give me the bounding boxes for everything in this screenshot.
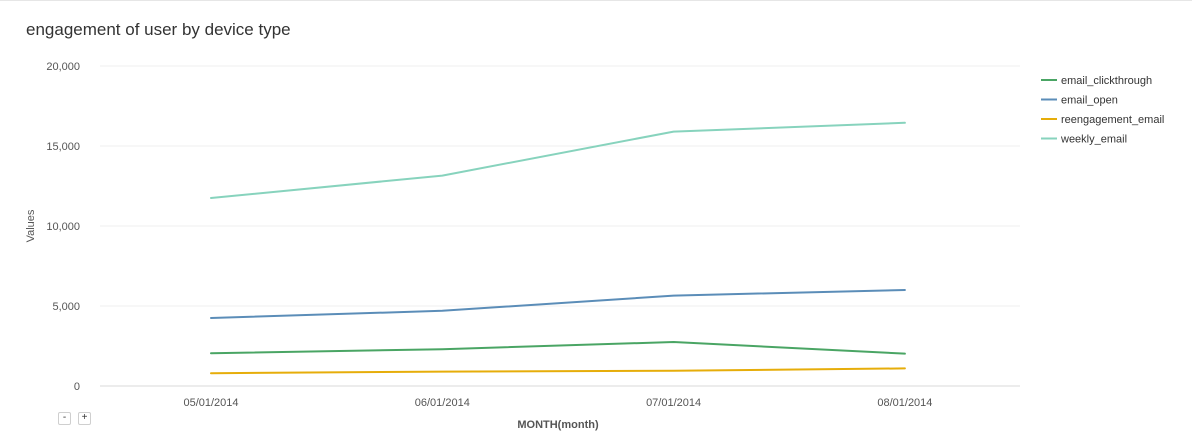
zoom-in-button[interactable]: + [78,412,91,425]
x-tick-label: 06/01/2014 [415,397,470,409]
zoom-out-button[interactable]: - [58,412,71,425]
legend-label: email_open [1061,95,1118,107]
series-lines [210,121,906,375]
gridlines [100,65,1020,387]
series-line-weekly_email [210,121,906,199]
y-tick-labels: 0 5,000 10,000 15,000 20,000 [46,61,80,393]
y-tick-label: 10,000 [46,221,80,233]
y-tick-label: 20,000 [46,61,80,73]
y-tick-label: 0 [74,381,80,393]
legend-label: email_clickthrough [1061,75,1152,87]
y-tick-label: 5,000 [52,301,80,313]
y-tick-label: 15,000 [46,141,80,153]
y-axis-title: Values [25,209,37,242]
series-line-reengagement_email [210,367,906,375]
legend-label: weekly_email [1060,134,1127,146]
legend: email_clickthrough email_open reengagement… [1041,75,1164,146]
x-tick-label: 07/01/2014 [646,397,701,409]
legend-item-email_open[interactable]: email_open [1041,95,1118,107]
x-tick-label: 05/01/2014 [183,397,238,409]
series-line-email_open [210,289,906,319]
legend-item-reengagement_email[interactable]: reengagement_email [1041,114,1164,126]
legend-label: reengagement_email [1061,114,1164,126]
legend-item-email_clickthrough[interactable]: email_clickthrough [1041,75,1152,87]
x-tick-labels: 05/01/2014 06/01/2014 07/01/2014 08/01/2014 [183,397,932,409]
x-tick-label: 08/01/2014 [877,397,932,409]
series-line-email_clickthrough [210,341,906,355]
chart-title: engagement of user by device type [26,20,291,39]
x-axis-title: MONTH(month) [517,419,599,431]
legend-item-weekly_email[interactable]: weekly_email [1041,134,1127,146]
top-border [0,0,1192,1]
